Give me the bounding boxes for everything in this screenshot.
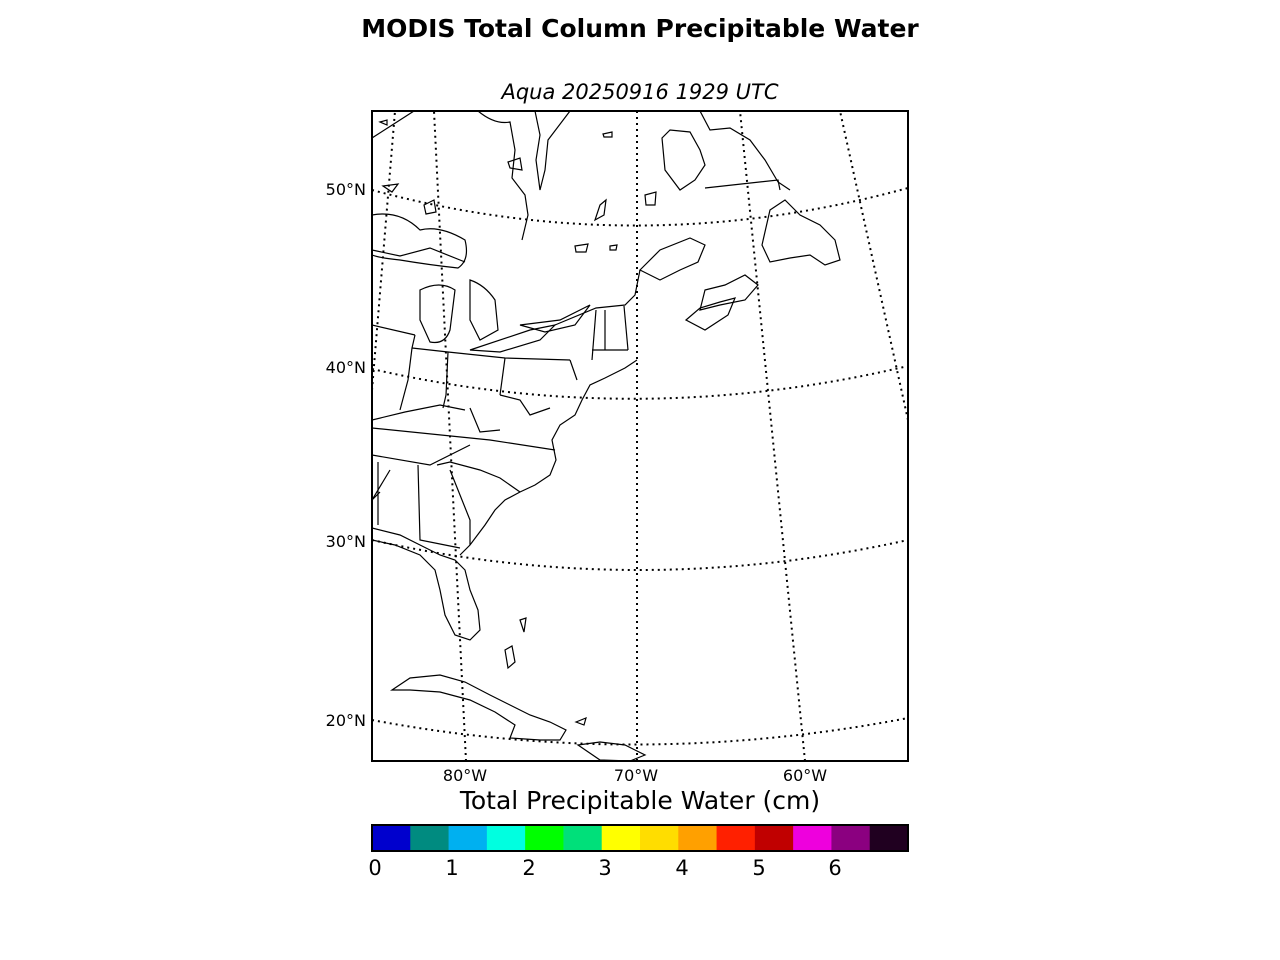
colorbar [372,825,909,851]
lon-label-60w: 60°W [782,766,828,785]
lat-label-30n: 30°N [325,532,366,551]
colorbar-segment-2 [448,825,488,851]
colorbar-tick-0: 0 [368,856,382,880]
colorbar-tick-5: 5 [752,856,766,880]
colorbar-segment-1 [410,825,450,851]
colorbar-segment-9 [716,825,756,851]
colorbar-tick-4: 4 [675,856,689,880]
coastlines [372,111,841,761]
colorbar-segment-0 [372,825,411,851]
lat-label-50n: 50°N [325,180,366,199]
colorbar-segment-12 [831,825,871,851]
colorbar-segment-3 [486,825,526,851]
latitude-gridlines [372,187,908,746]
colorbar-segment-13 [869,825,909,851]
map-subtitle: Aqua 20250916 1929 UTC [501,80,779,104]
lat-label-40n: 40°N [325,358,366,377]
colorbar-label: Total Precipitable Water (cm) [459,786,821,815]
map-frame [371,110,909,762]
lat-label-20n: 20°N [325,711,366,730]
figure-title: MODIS Total Column Precipitable Water [361,14,919,43]
lon-label-70w: 70°W [613,766,659,785]
colorbar-segment-11 [793,825,832,851]
colorbar-segment-10 [754,825,794,851]
colorbar-tick-1: 1 [445,856,459,880]
colorbar-segment-8 [678,825,718,851]
colorbar-segment-6 [601,825,641,851]
colorbar-segment-5 [563,825,603,851]
lon-label-80w: 80°W [442,766,488,785]
colorbar-segment-7 [640,825,679,851]
colorbar-frame [371,824,909,852]
colorbar-tick-6: 6 [828,856,842,880]
colorbar-tick-3: 3 [598,856,612,880]
colorbar-segment-4 [525,825,564,851]
political-boundaries [372,179,781,549]
map-area [372,111,908,761]
colorbar-tick-2: 2 [522,856,536,880]
